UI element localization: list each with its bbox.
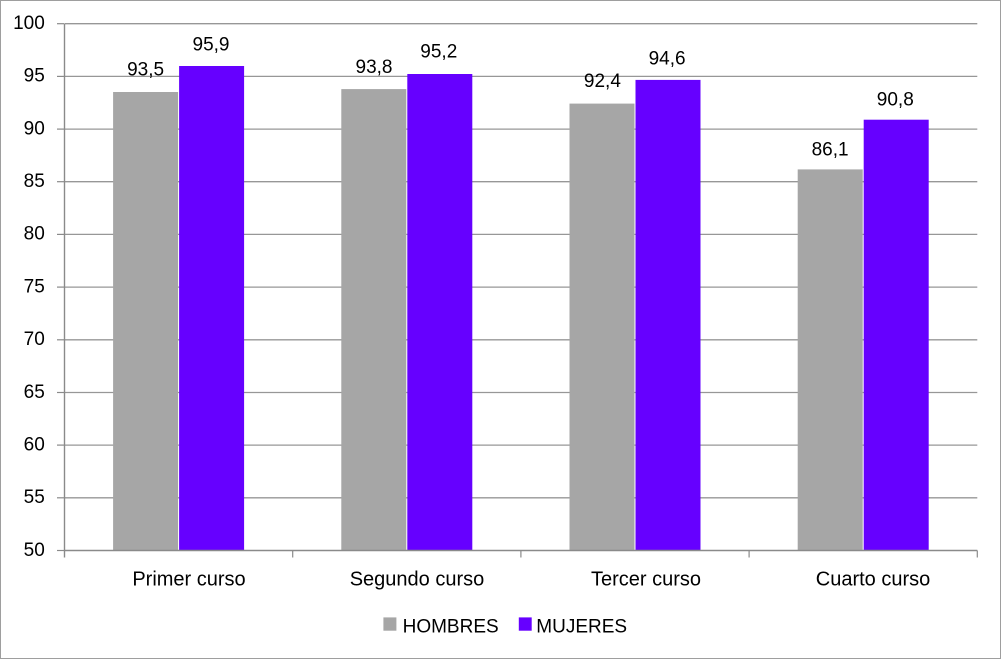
svg-text:60: 60 bbox=[24, 434, 45, 455]
svg-text:90,8: 90,8 bbox=[877, 90, 914, 111]
svg-text:92,4: 92,4 bbox=[584, 71, 621, 92]
svg-text:90: 90 bbox=[24, 118, 45, 139]
svg-text:HOMBRES: HOMBRES bbox=[403, 616, 499, 637]
svg-text:95,2: 95,2 bbox=[420, 41, 457, 62]
svg-text:85: 85 bbox=[24, 171, 45, 192]
svg-text:93,5: 93,5 bbox=[127, 59, 164, 80]
svg-text:Segundo curso: Segundo curso bbox=[350, 569, 485, 591]
svg-text:93,8: 93,8 bbox=[356, 57, 393, 78]
svg-text:MUJERES: MUJERES bbox=[536, 616, 627, 637]
svg-text:80: 80 bbox=[24, 224, 45, 245]
svg-text:95: 95 bbox=[24, 66, 45, 87]
svg-text:55: 55 bbox=[24, 487, 45, 508]
svg-text:Tercer curso: Tercer curso bbox=[591, 569, 701, 591]
svg-text:86,1: 86,1 bbox=[812, 140, 849, 161]
svg-text:50: 50 bbox=[24, 540, 45, 561]
svg-text:75: 75 bbox=[24, 276, 45, 297]
svg-text:94,6: 94,6 bbox=[649, 48, 686, 69]
svg-text:Primer curso: Primer curso bbox=[132, 569, 245, 591]
svg-text:100: 100 bbox=[13, 13, 45, 34]
svg-text:Cuarto curso: Cuarto curso bbox=[816, 569, 931, 591]
svg-text:70: 70 bbox=[24, 329, 45, 350]
svg-text:95,9: 95,9 bbox=[193, 35, 230, 56]
svg-text:65: 65 bbox=[24, 382, 45, 403]
